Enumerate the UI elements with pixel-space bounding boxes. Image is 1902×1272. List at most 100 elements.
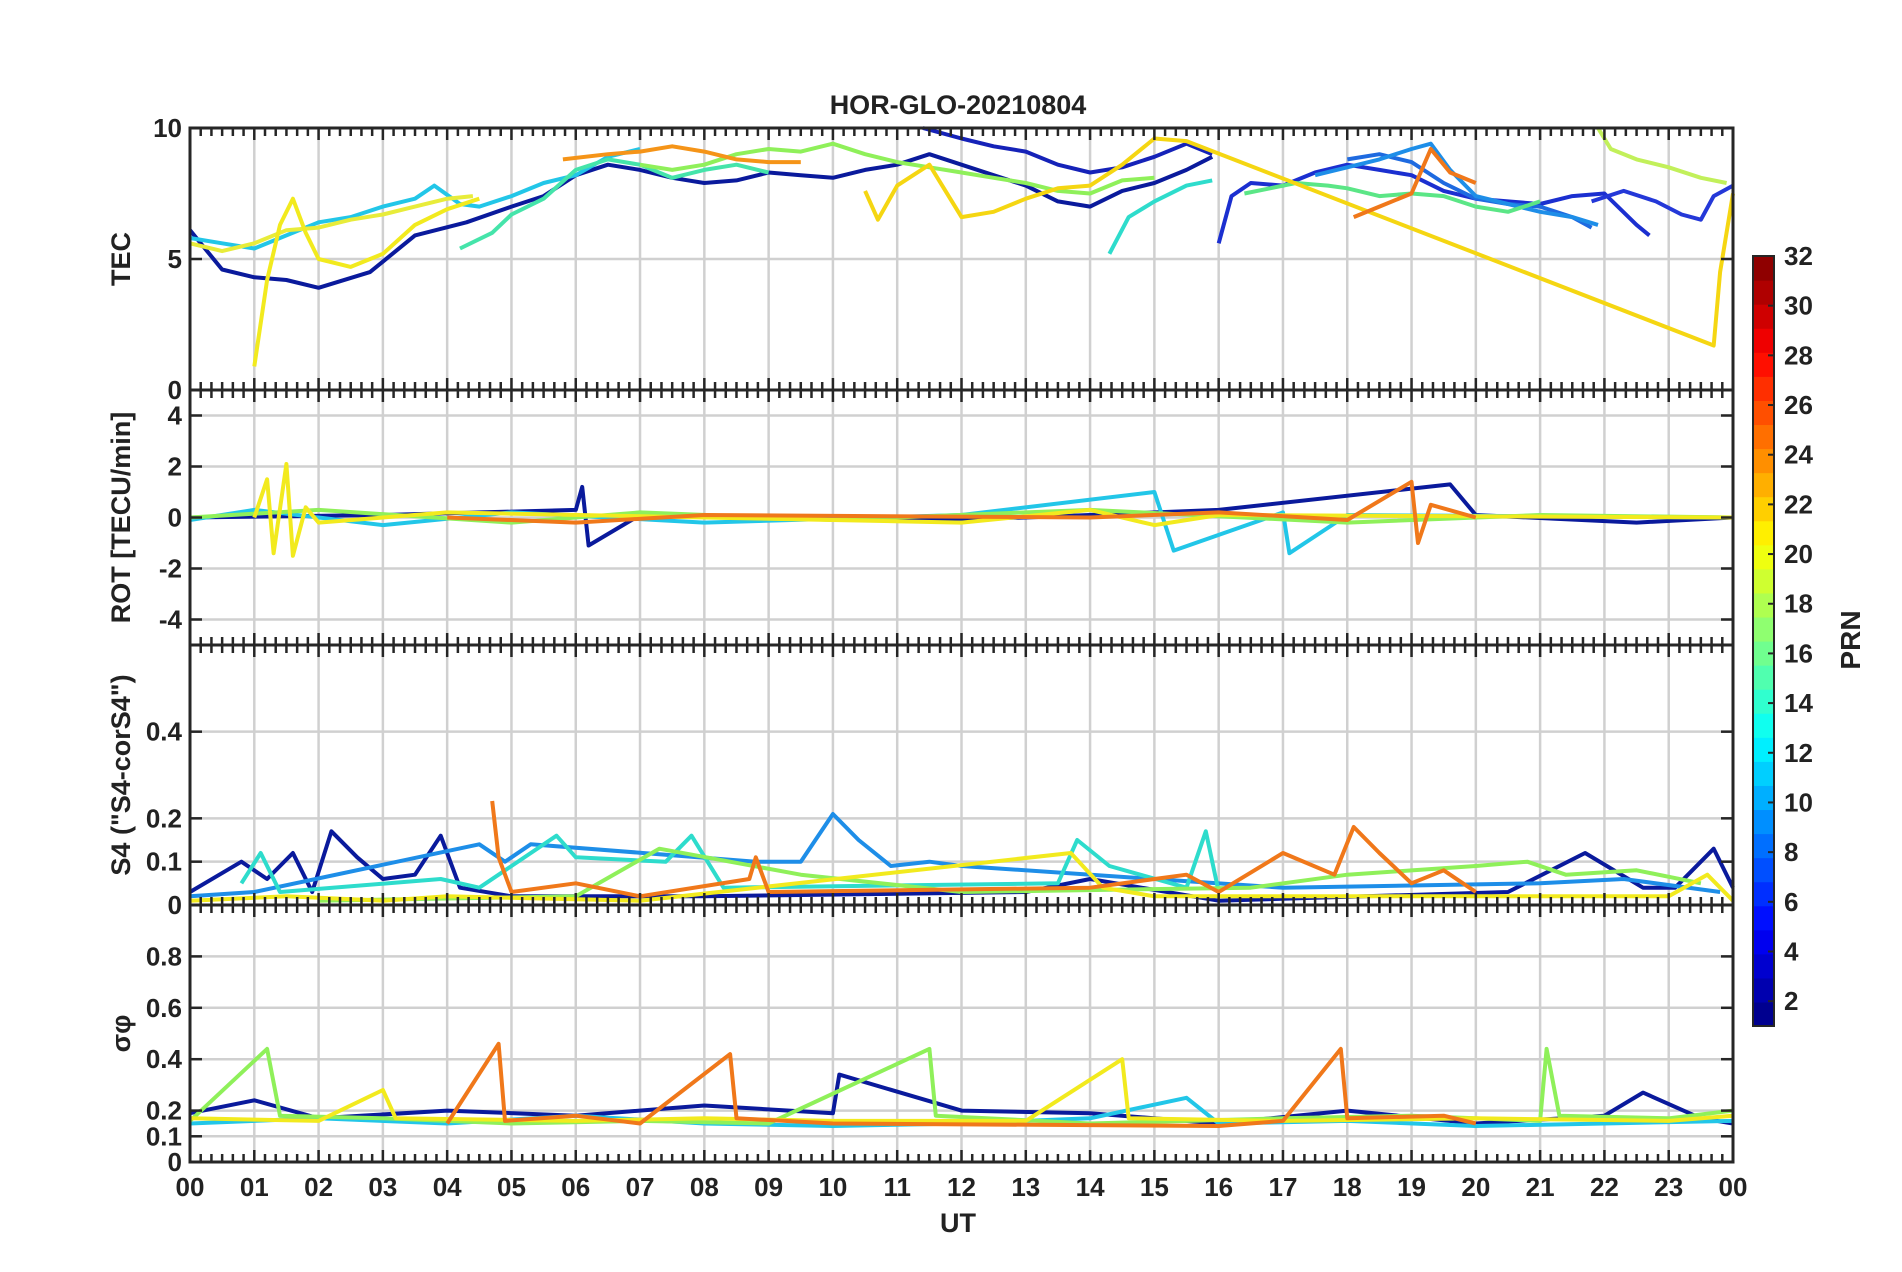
x-tick-label: 01 [240, 1172, 269, 1202]
colorbar-tick-label: 10 [1784, 787, 1813, 817]
x-tick-label: 18 [1333, 1172, 1362, 1202]
x-tick-label: 00 [1719, 1172, 1748, 1202]
tec-y-tick-label: 5 [168, 244, 182, 274]
x-tick-label: 20 [1461, 1172, 1490, 1202]
rot-series-prn-24 [447, 479, 1477, 545]
sigma-y-axis-label: σφ [106, 1015, 136, 1053]
colorbar-segment [1753, 376, 1774, 401]
x-tick-label: 19 [1397, 1172, 1426, 1202]
colorbar-tick-label: 14 [1784, 688, 1813, 718]
tec-series-prn-12 [189, 147, 641, 251]
rot-y-tick-label: 4 [168, 401, 183, 431]
x-tick-label: 07 [626, 1172, 655, 1202]
colorbar-segment [1753, 616, 1774, 642]
x-tick-label: 05 [497, 1172, 526, 1202]
colorbar-tick-label: 16 [1784, 638, 1813, 668]
colorbar-frame [1752, 255, 1775, 1027]
colorbar-segment [1753, 280, 1774, 305]
tec-y-axis-label: TEC [106, 232, 136, 286]
colorbar-tick-label: 28 [1784, 340, 1813, 370]
colorbar-segment [1753, 568, 1774, 594]
colorbar-tick-label: 18 [1784, 589, 1813, 619]
colorbar-segment [1753, 929, 1774, 955]
s4-y-axis-label: S4 ("S4-corS4") [106, 674, 136, 875]
colorbar-segment [1753, 905, 1774, 931]
tec-series-prn-5 [1590, 183, 1734, 222]
s4-y-tick-label: 0.4 [146, 717, 183, 747]
tec-series-prn-24 [1352, 147, 1477, 219]
x-tick-label: 09 [754, 1172, 783, 1202]
x-tick-label: 21 [1526, 1172, 1555, 1202]
rot-y-axis-label: ROT [TECU/min] [106, 412, 136, 623]
sigma-y-tick-label: 0.8 [146, 941, 182, 971]
rot-panel: -4 -2 0 2 4 ROT [TECU/min] [106, 388, 1735, 647]
x-tick-label: 16 [1204, 1172, 1233, 1202]
x-axis-label: UT [940, 1208, 976, 1238]
colorbar-tick-label: 32 [1784, 241, 1813, 271]
colorbar-segment [1753, 424, 1774, 450]
colorbar-segment [1753, 352, 1774, 377]
x-tick-label: 13 [1011, 1172, 1040, 1202]
tec-panel: 0 5 10 TEC [106, 113, 1735, 405]
colorbar-segment [1753, 496, 1774, 522]
colorbar-segment [1753, 1001, 1774, 1027]
sigma-y-tick-label: 0.2 [146, 1096, 182, 1126]
tec-series-prn-23 [562, 144, 801, 165]
x-tick-label: 10 [818, 1172, 847, 1202]
colorbar-segment [1753, 256, 1774, 281]
x-tick-label: 17 [1268, 1172, 1297, 1202]
tec-series-prn-18 [1596, 126, 1727, 185]
colorbar-tick-label: 8 [1784, 837, 1798, 867]
sigma-series-prn-20 [189, 1057, 1734, 1123]
x-axis: 00 01 02 03 04 05 06 07 08 09 10 11 12 13 14 15 16 17 18 19… [176, 1172, 1748, 1202]
sigma-series-prn-17 [188, 1046, 1734, 1126]
colorbar-segment [1753, 400, 1774, 426]
x-tick-label: 06 [561, 1172, 590, 1202]
sigma-y-tick-label: 0.6 [146, 993, 182, 1023]
sigma-series-prn-2 [189, 1072, 1734, 1126]
colorbar-segment [1753, 881, 1774, 907]
sigma-y-tick-label: 0.1 [146, 1121, 182, 1151]
colorbar-tick-label: 20 [1784, 539, 1813, 569]
tec-series-prn-19 [189, 194, 474, 254]
colorbar-tick-label: 30 [1784, 291, 1813, 321]
s4-series-prn-20 [189, 851, 1735, 903]
colorbar-tick-label: 22 [1784, 489, 1813, 519]
colorbar-segment [1753, 448, 1774, 474]
colorbar-segment [1753, 520, 1774, 546]
x-tick-label: 22 [1590, 1172, 1619, 1202]
colorbar-segment [1753, 857, 1774, 883]
colorbar-segment [1753, 833, 1774, 859]
colorbar-segment [1753, 689, 1774, 714]
sigma-panel: 00.10.2 0.4 0.6 0.8 σφ [106, 903, 1735, 1177]
s4-series-prn-17 [318, 846, 1702, 903]
x-tick-label: 23 [1654, 1172, 1683, 1202]
colorbar-tick-label: 4 [1784, 936, 1799, 966]
colorbar-segment [1753, 809, 1774, 835]
colorbar-segment [1753, 761, 1774, 786]
s4-series-prn-9 [189, 812, 1721, 899]
colorbar-segment [1753, 328, 1774, 353]
colorbar-tick-label: 6 [1784, 887, 1798, 917]
sigma-series-prn-24 [445, 1041, 1477, 1128]
x-tick-label: 04 [433, 1172, 462, 1202]
colorbar-segment [1753, 713, 1774, 738]
x-tick-label: 02 [304, 1172, 333, 1202]
rot-series-prn-20 [252, 462, 1734, 558]
chart-title: HOR-GLO-20210804 [830, 90, 1087, 120]
colorbar-tick-label: 2 [1784, 986, 1798, 1016]
tec-series-prn-4 [1216, 162, 1651, 244]
s4-y-tick-label: 0 [168, 890, 182, 920]
rot-series-prn-12 [189, 490, 1734, 556]
colorbar-tick-label: 24 [1784, 440, 1813, 470]
tec-y-tick-label: 10 [153, 113, 182, 143]
x-tick-label: 15 [1140, 1172, 1169, 1202]
rot-y-tick-label: 2 [168, 452, 182, 482]
s4-y-tick-label: 0.2 [146, 803, 182, 833]
tec-y-tick-label: 0 [168, 375, 182, 405]
colorbar-segment [1753, 977, 1774, 1003]
tec-series-prn-2 [188, 152, 1214, 290]
tec-series-prn-20 [252, 196, 480, 367]
